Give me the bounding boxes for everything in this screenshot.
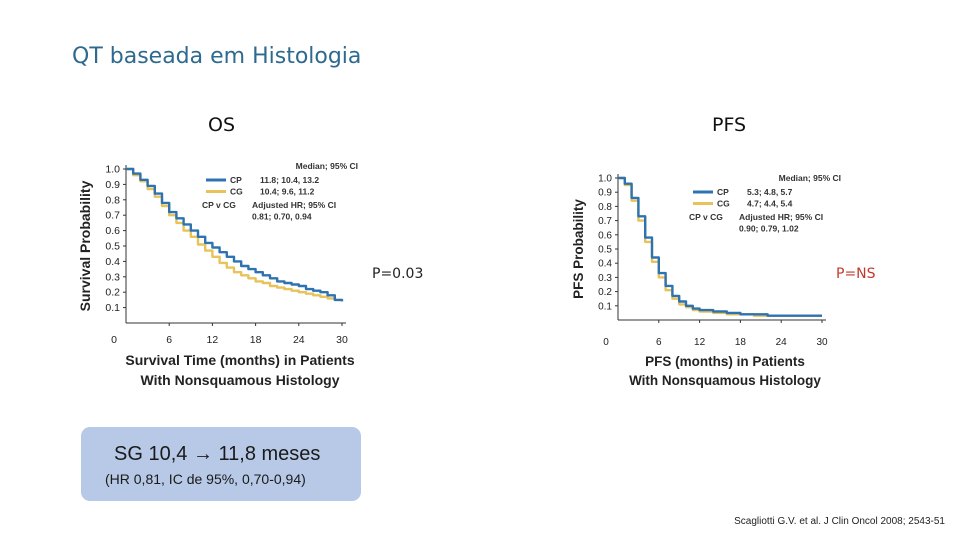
legend-series-value: 10.4; 9.6, 11.2 <box>260 187 315 197</box>
series-cp-line <box>618 176 822 317</box>
slide-title: QT baseada em Histologia <box>72 44 362 69</box>
y-axis-label: PFS Probability <box>571 199 586 299</box>
x-tick-label: 30 <box>816 337 828 348</box>
arrow-right-icon: → <box>192 443 213 465</box>
legend-hr-label: CP v CG <box>689 212 723 222</box>
y-tick-label: 0.5 <box>105 241 120 253</box>
y-tick-label: 0.6 <box>598 230 612 241</box>
y-tick-label: 0.7 <box>105 210 120 222</box>
summary-sub: (HR 0,81, IC de 95%, 0,70-0,94) <box>105 471 306 487</box>
y-tick-label: 0.4 <box>105 256 120 268</box>
x-tick-label: 24 <box>293 334 305 346</box>
legend-series-name: CG <box>717 199 730 209</box>
citation: Scagliotti G.V. et al. J Clin Oncol 2008… <box>734 516 945 527</box>
y-tick-label: 0.4 <box>598 259 612 270</box>
legend-hr-label: CP v CG <box>202 200 236 210</box>
x-axis-label-line1: PFS (months) in Patients <box>645 354 805 369</box>
x-tick-label: 24 <box>776 337 788 348</box>
series-cg-line <box>126 167 342 302</box>
y-tick-label: 0.3 <box>598 273 612 284</box>
legend-hr-value: 0.81; 0.70, 0.94 <box>252 212 312 222</box>
x-tick-label: 6 <box>166 334 172 346</box>
y-tick-label: 0.9 <box>598 188 612 199</box>
y-tick-label: 0.9 <box>105 179 120 191</box>
x-axis-label-line1: Survival Time (months) in Patients <box>125 352 354 368</box>
pfs-chart: 1.0 0.9 0.8 0.7 0.6 0.5 0.4 0.3 0.2 0.1 0 6 12 18 24 30… <box>571 173 841 388</box>
x-tick-label: 12 <box>207 334 219 346</box>
y-tick-label: 0.7 <box>598 216 612 227</box>
summary-box: SG 10,4 → 11,8 meses (HR 0,81, IC de 95%… <box>81 427 361 501</box>
os-chart: 1.0 0.9 0.8 0.7 0.6 0.5 0.4 0.3 0.2 0.1 0 6 12 18 24 30… <box>77 161 358 388</box>
x-axis-label-line2: With Nonsquamous Histology <box>629 373 821 388</box>
legend-series-value: 11.8; 10.4, 13.2 <box>260 175 319 185</box>
legend-header: Median; 95% CI <box>296 161 358 171</box>
legend-series-name: CP <box>230 175 242 185</box>
y-tick-label: 1.0 <box>598 174 612 185</box>
x-tick-label: 0 <box>111 334 117 346</box>
legend-series-name: CG <box>230 187 243 197</box>
os-p-value: P=0.03 <box>372 266 424 282</box>
y-tick-label: 0.1 <box>105 302 120 314</box>
os-panel-title: OS <box>208 114 236 136</box>
legend-series-value: 4.7; 4.4, 5.4 <box>747 199 793 209</box>
y-tick-label: 0.6 <box>105 225 120 237</box>
y-tick-label: 0.5 <box>598 245 612 256</box>
legend-hr-value: 0.90; 0.79, 1.02 <box>739 224 799 234</box>
x-axis-label-line2: With Nonsquamous Histology <box>141 372 340 388</box>
y-tick-label: 0.8 <box>105 194 120 206</box>
pfs-panel-title: PFS <box>712 114 747 136</box>
summary-after: 11,8 meses <box>212 443 321 465</box>
x-tick-label: 12 <box>694 337 706 348</box>
y-tick-label: 0.2 <box>598 287 612 298</box>
x-tick-label: 18 <box>250 334 262 346</box>
legend-series-value: 5.3; 4.8, 5.7 <box>747 187 793 197</box>
x-tick-label: 0 <box>603 337 609 348</box>
y-tick-label: 0.2 <box>105 287 120 299</box>
x-tick-label: 30 <box>336 334 348 346</box>
summary-before: SG 10,4 <box>114 443 193 465</box>
series-cp-line <box>126 167 344 302</box>
x-tick-label: 6 <box>656 337 662 348</box>
y-tick-label: 0.1 <box>598 301 612 312</box>
legend-header: Median; 95% CI <box>779 173 841 183</box>
y-tick-label: 1.0 <box>105 164 120 176</box>
y-tick-label: 0.3 <box>105 271 120 283</box>
legend-hr-header: Adjusted HR; 95% CI <box>739 212 823 222</box>
y-tick-label: 0.8 <box>598 202 612 213</box>
x-tick-label: 18 <box>735 337 747 348</box>
y-axis-label: Survival Probability <box>77 180 93 311</box>
summary-main: SG 10,4 → 11,8 meses <box>114 443 320 466</box>
pfs-p-value: P=NS <box>836 266 876 282</box>
legend-series-name: CP <box>717 187 729 197</box>
legend-hr-header: Adjusted HR; 95% CI <box>252 200 336 210</box>
